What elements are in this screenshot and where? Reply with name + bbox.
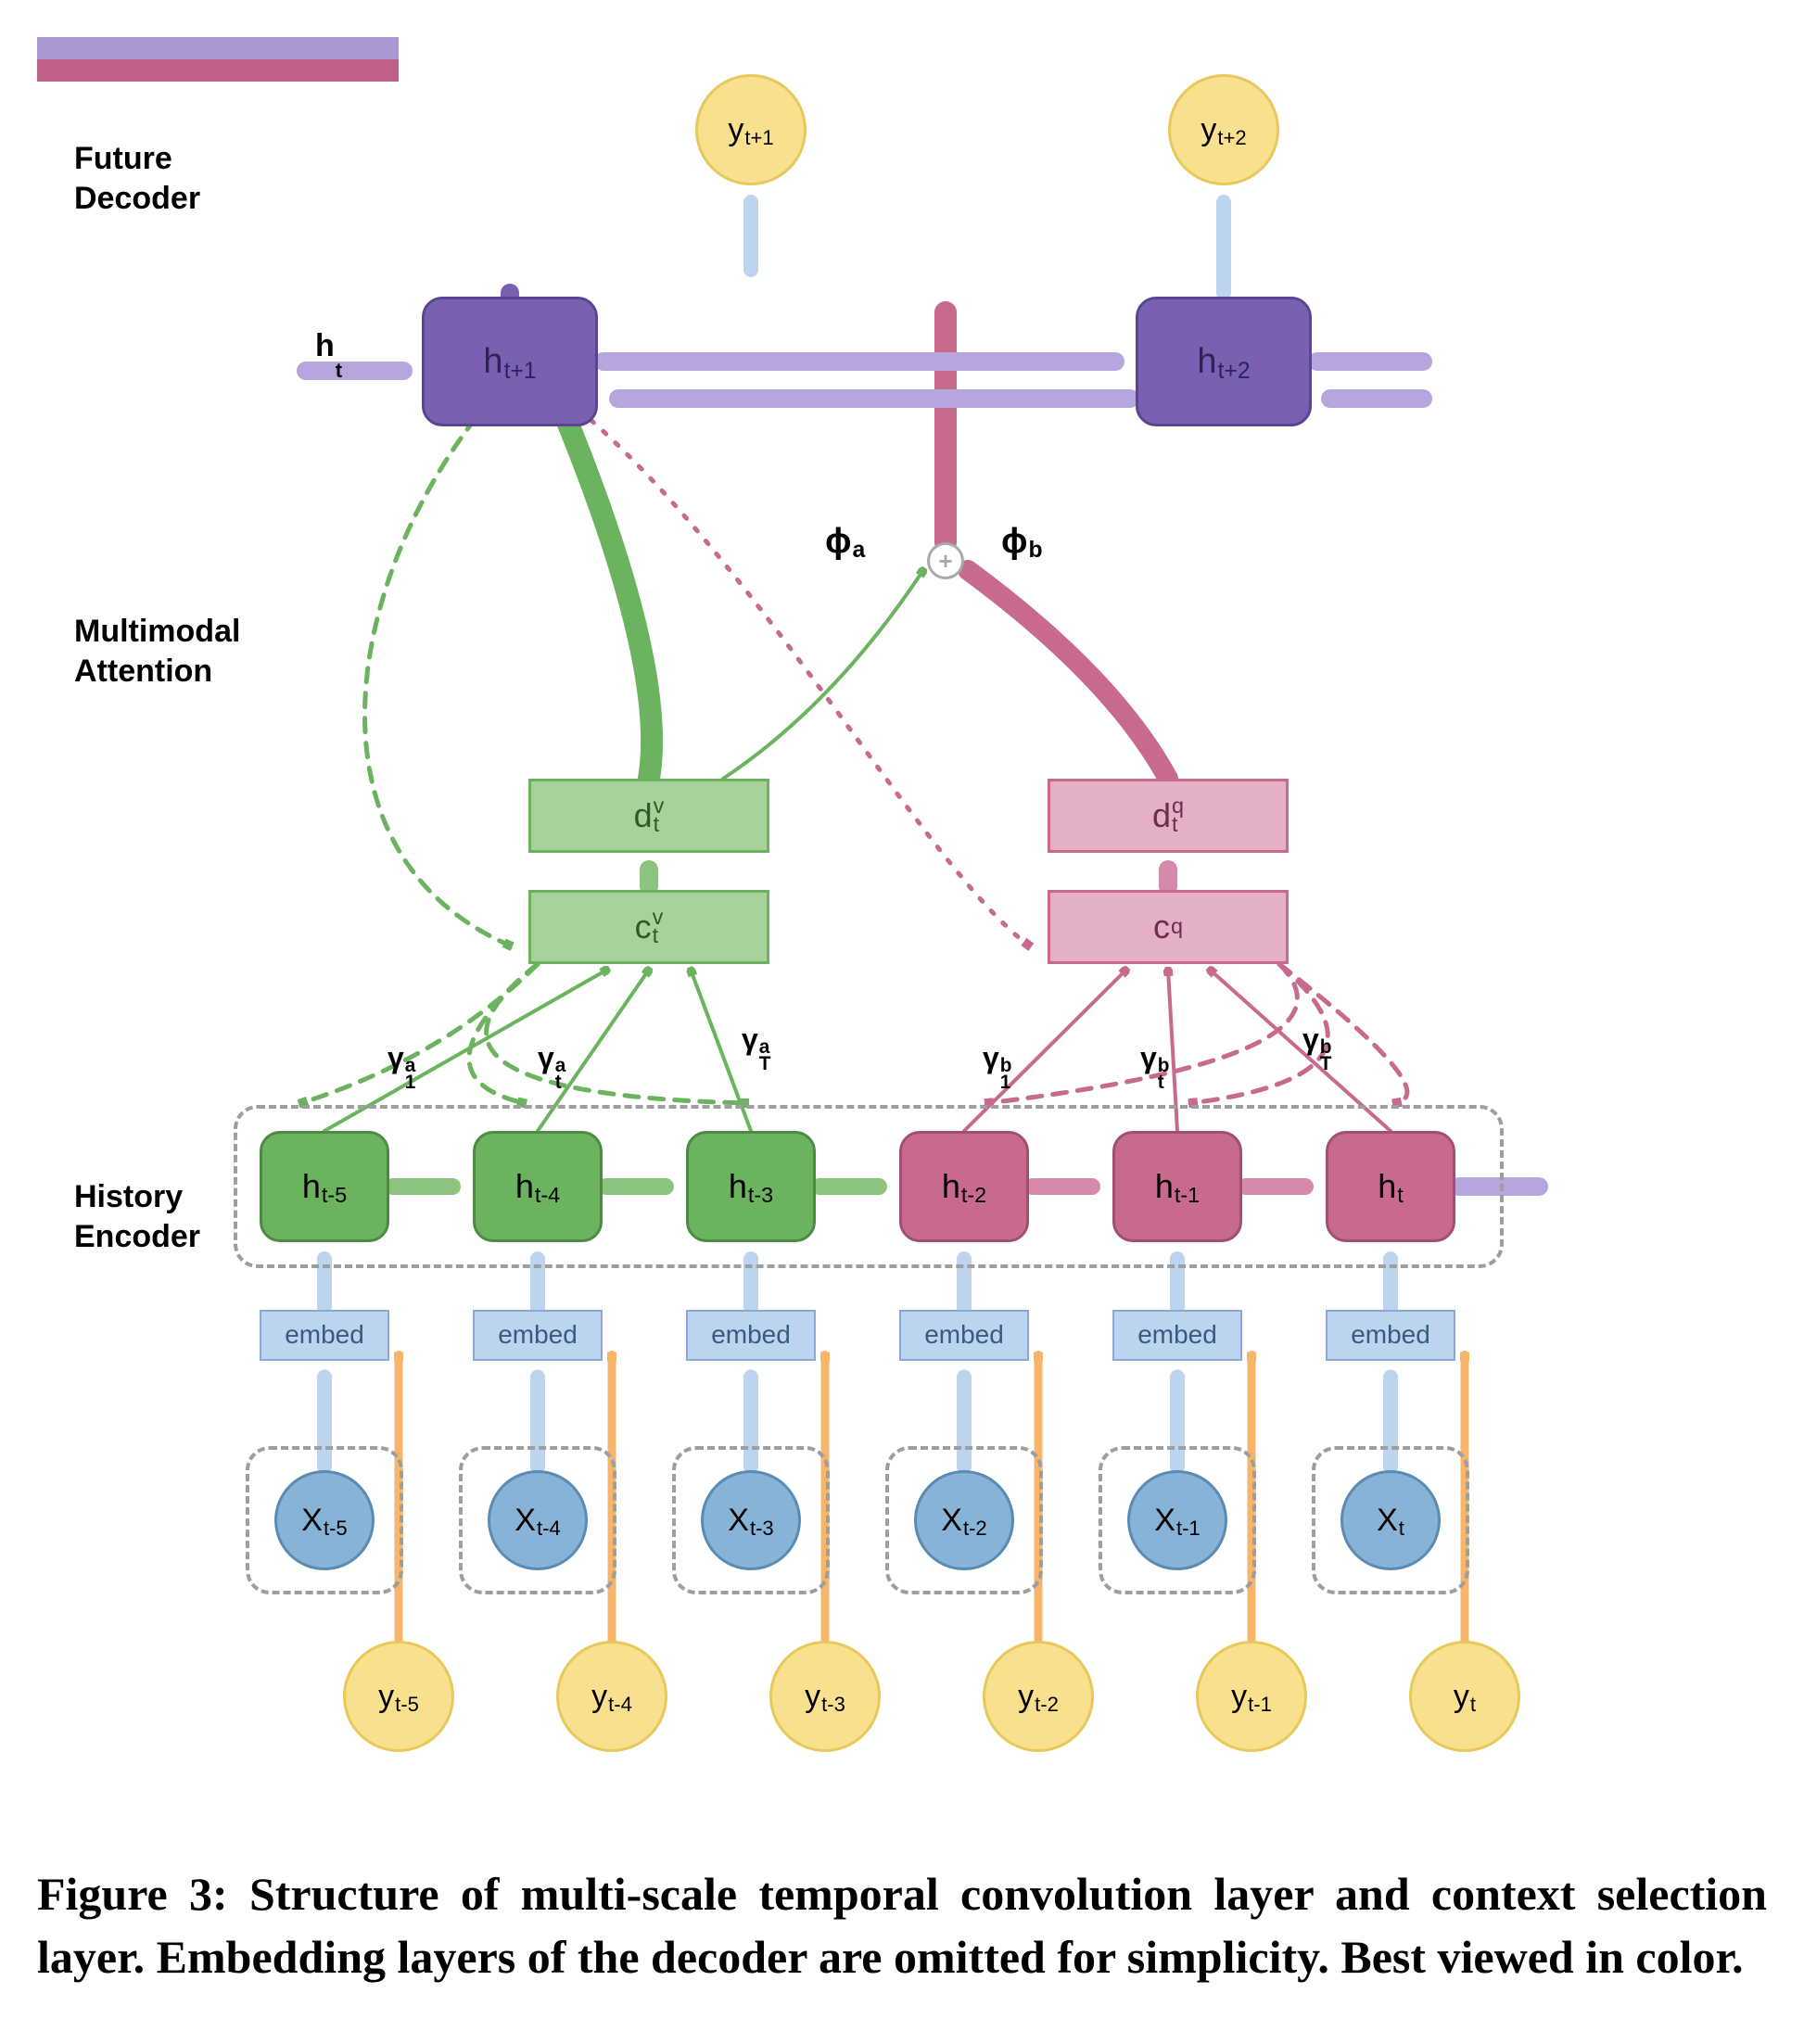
ml-gT: γaT [742, 1024, 771, 1073]
ml-ht: h t [315, 330, 342, 380]
ml-phiB: ϕb [1001, 524, 1043, 560]
lbl-history-encoder: HistoryEncoder [74, 1177, 200, 1256]
y-o2: y t+2 [1168, 74, 1279, 185]
encoder-dash-box [234, 1105, 1504, 1268]
y-o1: y t+1 [695, 74, 807, 185]
x-t0: X t [1340, 1470, 1441, 1570]
x-t4: X t-4 [488, 1470, 588, 1570]
d-b: dqt [1048, 779, 1289, 853]
ml-g1: γa1 [387, 1043, 415, 1091]
x-t3: X t-3 [701, 1470, 801, 1570]
emb-2: embed [686, 1310, 816, 1361]
y-t1: y t-1 [1196, 1641, 1307, 1752]
x-t5: X t-5 [274, 1470, 375, 1570]
d-a: dvt [528, 779, 769, 853]
lbl-future-decoder: FutureDecoder [74, 139, 200, 218]
figure-caption: Figure 3: Structure of multi-scale tempo… [37, 1863, 1767, 1988]
lbl-multimodal: MultimodalAttention [74, 612, 240, 691]
c-a: cvt [528, 890, 769, 964]
ml-p1: γb1 [983, 1043, 1012, 1091]
y-t2: y t-2 [983, 1641, 1094, 1752]
diagram-canvas: FutureDecoder MultimodalAttention HistoryE… [37, 37, 1767, 1817]
x-t1: X t-1 [1127, 1470, 1227, 1570]
h-t2: h t-2 [899, 1131, 1029, 1242]
ml-pT: γbT [1302, 1024, 1332, 1073]
x-t2: X t-2 [914, 1470, 1014, 1570]
y-t4: y t-4 [556, 1641, 667, 1752]
y-t0: y t [1409, 1641, 1520, 1752]
fusion-plus: + [927, 542, 964, 579]
ml-pt: γbt [1140, 1043, 1170, 1091]
emb-5: embed [1326, 1310, 1455, 1361]
h-t3: h t-3 [686, 1131, 816, 1242]
h-t1: h t-1 [1112, 1131, 1242, 1242]
h-t5: h t-5 [260, 1131, 389, 1242]
emb-4: embed [1112, 1310, 1242, 1361]
y-t3: y t-3 [769, 1641, 881, 1752]
emb-3: embed [899, 1310, 1029, 1361]
ml-phiA: ϕa [825, 524, 865, 560]
h-t4: h t-4 [473, 1131, 603, 1242]
h-t0: h t [1326, 1131, 1455, 1242]
h-dec1: h t+1 [422, 297, 598, 426]
c-b: cq [1048, 890, 1289, 964]
h-dec2: h t+2 [1136, 297, 1312, 426]
ml-gt: γat [538, 1043, 565, 1091]
y-t5: y t-5 [343, 1641, 454, 1752]
emb-0: embed [260, 1310, 389, 1361]
emb-1: embed [473, 1310, 603, 1361]
